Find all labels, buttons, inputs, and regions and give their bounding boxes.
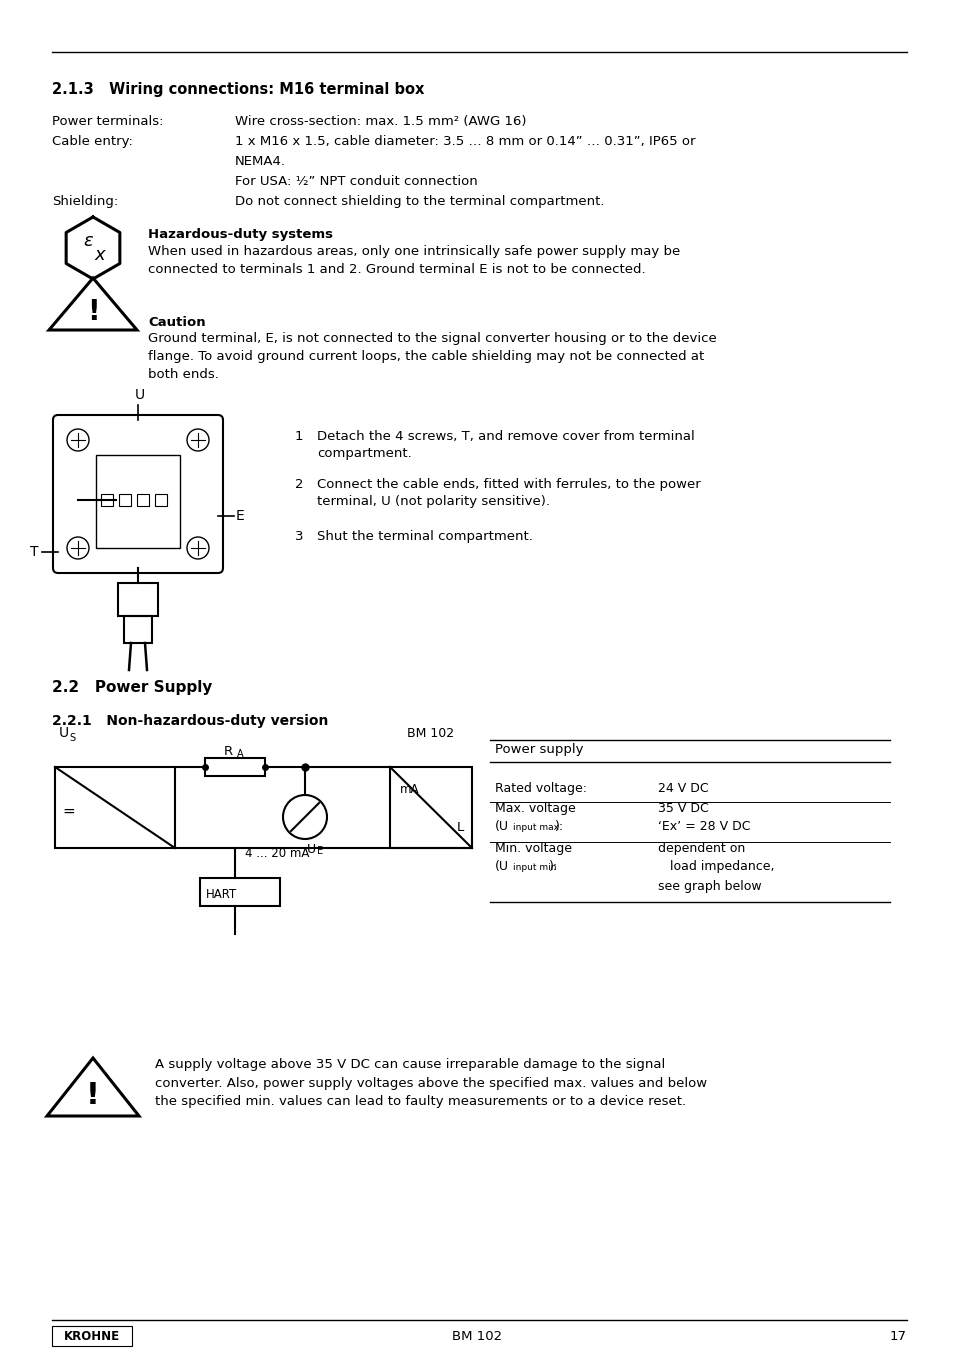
Bar [96,455,180,549]
Text: 24 V DC: 24 V DC [658,782,708,794]
Text: =: = [63,804,75,819]
Text: KROHNE: KROHNE [64,1329,120,1343]
Text: NEMA4.: NEMA4. [234,155,286,168]
Text: HART: HART [206,888,237,900]
Text: Caution: Caution [148,316,206,329]
Text: U: U [307,843,315,856]
Text: A: A [236,750,243,759]
Text: input max: input max [513,823,558,832]
Text: (U: (U [495,860,509,873]
Bar [390,767,472,847]
Bar [119,493,131,505]
Text: Min. voltage: Min. voltage [495,842,572,856]
Text: 35 V DC: 35 V DC [658,803,708,815]
Text: input min: input min [513,862,556,872]
Text: S: S [69,733,75,743]
Text: When used in hazardous areas, only one intrinsically safe power supply may be
co: When used in hazardous areas, only one i… [148,244,679,276]
Text: ):: ): [555,820,563,832]
Text: Power terminals:: Power terminals: [52,115,163,128]
Bar [55,767,174,847]
Text: ε: ε [83,232,92,250]
Text: Ground terminal, E, is not connected to the signal converter housing or to the d: Ground terminal, E, is not connected to … [148,331,716,382]
Text: Cable entry:: Cable entry: [52,134,132,148]
Text: load impedance,: load impedance, [658,860,774,873]
Bar [101,493,112,505]
Text: 4 ... 20 mA: 4 ... 20 mA [245,847,309,860]
Text: U: U [59,727,69,740]
Text: Wire cross-section: max. 1.5 mm² (AWG 16): Wire cross-section: max. 1.5 mm² (AWG 16… [234,115,526,128]
Text: x: x [94,246,105,263]
Text: A supply voltage above 35 V DC can cause irreparable damage to the signal
conver: A supply voltage above 35 V DC can cause… [154,1058,706,1108]
Text: Hazardous-duty systems: Hazardous-duty systems [148,228,333,240]
Text: Do not connect shielding to the terminal compartment.: Do not connect shielding to the terminal… [234,196,604,208]
Text: Power supply: Power supply [495,743,583,756]
Text: dependent on: dependent on [658,842,744,856]
Text: BM 102: BM 102 [407,727,454,740]
Text: 2.1.3   Wiring connections: M16 terminal box: 2.1.3 Wiring connections: M16 terminal b… [52,81,424,96]
Bar [118,583,158,617]
Bar [52,1325,132,1346]
Text: U: U [135,388,145,402]
Text: Detach the 4 screws, T, and remove cover from terminal
compartment.: Detach the 4 screws, T, and remove cover… [316,430,694,460]
Bar [137,493,149,505]
Text: 1 x M16 x 1.5, cable diameter: 3.5 … 8 mm or 0.14” … 0.31”, IP65 or: 1 x M16 x 1.5, cable diameter: 3.5 … 8 m… [234,134,695,148]
Bar [200,879,280,906]
Text: 1: 1 [294,430,303,443]
Text: !: ! [86,1081,100,1111]
Text: 2: 2 [294,478,303,492]
Text: R: R [224,746,233,758]
Text: !: ! [87,297,99,326]
Text: (U: (U [495,820,509,832]
Text: E: E [316,846,323,856]
Text: 2.2   Power Supply: 2.2 Power Supply [52,680,213,695]
Text: 2.2.1   Non-hazardous-duty version: 2.2.1 Non-hazardous-duty version [52,714,328,728]
Bar [124,617,152,642]
Bar [154,493,167,505]
Text: 3: 3 [294,530,303,543]
Text: T: T [30,545,38,559]
Text: BM 102: BM 102 [452,1329,501,1343]
Text: E: E [235,509,245,523]
Text: L: L [456,822,463,834]
FancyBboxPatch shape [53,416,223,573]
Text: Rated voltage:: Rated voltage: [495,782,586,794]
Text: Max. voltage: Max. voltage [495,803,576,815]
Bar [205,758,265,775]
Text: Shielding:: Shielding: [52,196,118,208]
Text: mA: mA [399,784,419,796]
Text: ‘Ex’ = 28 V DC: ‘Ex’ = 28 V DC [658,820,750,832]
Text: For USA: ½” NPT conduit connection: For USA: ½” NPT conduit connection [234,175,477,187]
Text: 17: 17 [889,1329,906,1343]
Text: Shut the terminal compartment.: Shut the terminal compartment. [316,530,533,543]
Text: see graph below: see graph below [658,880,760,894]
Text: ):: ): [548,860,558,873]
Text: Connect the cable ends, fitted with ferrules, to the power
terminal, U (not pola: Connect the cable ends, fitted with ferr… [316,478,700,508]
